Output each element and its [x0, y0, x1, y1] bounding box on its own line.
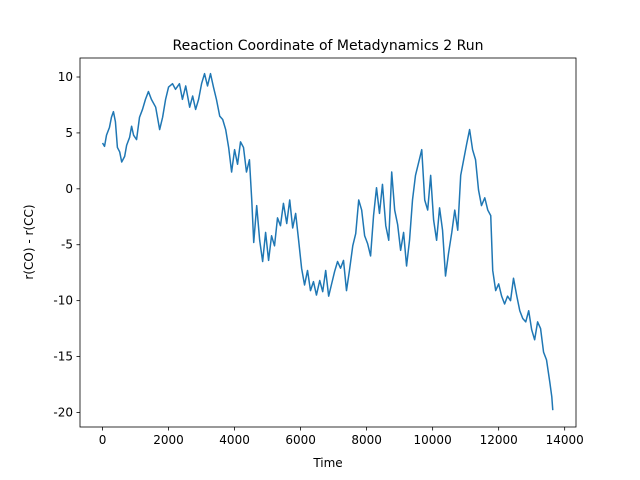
- y-axis-label: r(CO) - r(CC): [22, 204, 36, 279]
- y-tick-label: 5: [65, 126, 73, 140]
- x-tick-label: 14000: [546, 433, 584, 447]
- x-tick-label: 0: [99, 433, 107, 447]
- axes-frame: [79, 57, 577, 428]
- data-line: [101, 72, 554, 411]
- y-tick-label: 10: [58, 70, 73, 84]
- y-tick-label: 0: [65, 182, 73, 196]
- x-axis-label: Time: [312, 456, 342, 470]
- y-tick-label: -5: [61, 238, 73, 252]
- x-tick-label: 8000: [351, 433, 382, 447]
- y-tick-label: -15: [53, 350, 73, 364]
- x-tick-label: 6000: [285, 433, 316, 447]
- y-tick-label: -20: [53, 405, 73, 419]
- x-tick-label: 2000: [153, 433, 184, 447]
- x-tick-label: 4000: [219, 433, 250, 447]
- x-tick-label: 12000: [480, 433, 518, 447]
- chart-title: Reaction Coordinate of Metadynamics 2 Ru…: [173, 38, 484, 54]
- y-tick-label: -10: [53, 294, 73, 308]
- x-tick-label: 10000: [414, 433, 452, 447]
